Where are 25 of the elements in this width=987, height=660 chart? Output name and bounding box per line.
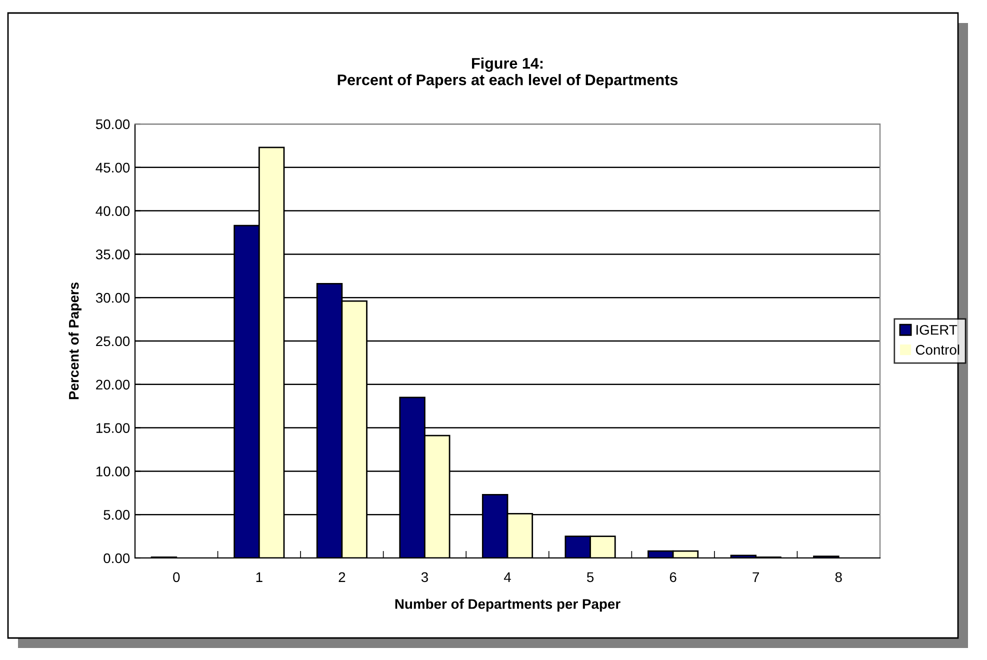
y-axis-title: Percent of Papers bbox=[68, 282, 82, 400]
y-tick-label: 40.00 bbox=[96, 206, 130, 216]
y-tick-label: 20.00 bbox=[96, 380, 130, 390]
y-tick-label: 10.00 bbox=[96, 466, 130, 476]
y-tick-label: 0.00 bbox=[104, 553, 130, 564]
x-tick-label: 8 bbox=[835, 572, 842, 582]
y-tick-label: 35.00 bbox=[96, 250, 130, 260]
x-tick-label: 6 bbox=[670, 572, 676, 582]
legend-label: IGERT bbox=[916, 324, 958, 335]
y-tick-label: 5.00 bbox=[104, 510, 130, 520]
x-tick-label: 4 bbox=[504, 572, 511, 582]
legend-label: Control bbox=[916, 344, 960, 355]
x-tick-label: 5 bbox=[586, 572, 594, 582]
x-axis-title: Number of Departments per Paper bbox=[395, 598, 620, 612]
x-tick-label: 2 bbox=[338, 572, 346, 582]
y-tick-label: 30.00 bbox=[96, 292, 130, 303]
y-tick-label: 45.00 bbox=[96, 162, 130, 173]
x-tick-label: 0 bbox=[173, 572, 180, 582]
x-tick-label: 7 bbox=[752, 572, 759, 582]
y-tick-label: 50.00 bbox=[96, 119, 130, 130]
x-tick-label: 1 bbox=[256, 572, 262, 582]
y-tick-label: 25.00 bbox=[96, 336, 130, 346]
y-tick-label: 15.00 bbox=[96, 423, 130, 433]
x-tick-label: 3 bbox=[421, 572, 428, 582]
chart-title: Figure 14: Percent of Papers at each level of Departments bbox=[338, 58, 678, 88]
